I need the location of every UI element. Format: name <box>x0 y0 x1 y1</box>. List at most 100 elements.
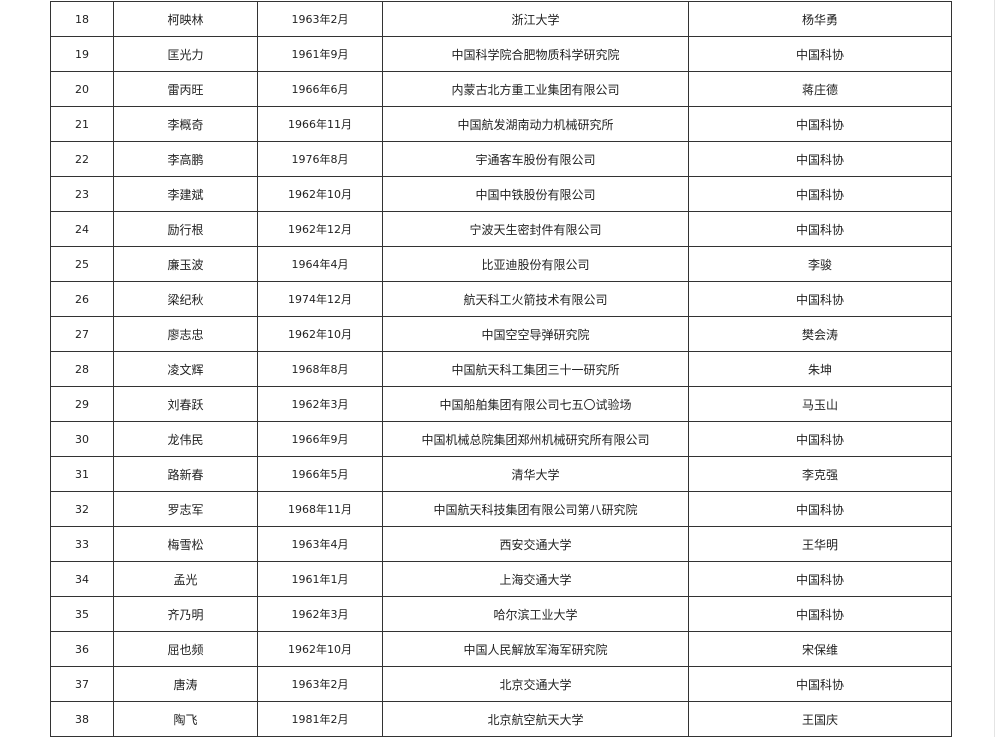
nominator-cell: 朱坤 <box>688 351 952 387</box>
candidate-name-cell: 齐乃明 <box>113 596 258 632</box>
table-row: 38 陶飞 1981年2月 北京航空航天大学 王国庆 <box>50 701 952 737</box>
birth-date-cell: 1968年11月 <box>257 491 383 527</box>
birth-date-cell: 1963年2月 <box>257 1 383 37</box>
nominator-cell: 中国科协 <box>688 421 952 457</box>
birth-date-cell: 1964年4月 <box>257 246 383 282</box>
birth-date-cell: 1961年1月 <box>257 561 383 597</box>
organization-cell: 宇通客车股份有限公司 <box>382 141 689 177</box>
row-number-cell: 31 <box>50 456 114 492</box>
table-row: 31 路新春 1966年5月 清华大学 李克强 <box>50 456 952 492</box>
candidate-name-cell: 李概奇 <box>113 106 258 142</box>
candidate-name-cell: 梅雪松 <box>113 526 258 562</box>
candidate-name-cell: 刘春跃 <box>113 386 258 422</box>
birth-date-cell: 1962年10月 <box>257 631 383 667</box>
organization-cell: 上海交通大学 <box>382 561 689 597</box>
row-number-cell: 32 <box>50 491 114 527</box>
table-row: 30 龙伟民 1966年9月 中国机械总院集团郑州机械研究所有限公司 中国科协 <box>50 421 952 457</box>
row-number-cell: 35 <box>50 596 114 632</box>
table-row: 28 凌文辉 1968年8月 中国航天科工集团三十一研究所 朱坤 <box>50 351 952 387</box>
nominator-cell: 中国科协 <box>688 176 952 212</box>
table-row: 33 梅雪松 1963年4月 西安交通大学 王华明 <box>50 526 952 562</box>
organization-cell: 比亚迪股份有限公司 <box>382 246 689 282</box>
row-number-cell: 37 <box>50 666 114 702</box>
table-row: 35 齐乃明 1962年3月 哈尔滨工业大学 中国科协 <box>50 596 952 632</box>
candidate-name-cell: 龙伟民 <box>113 421 258 457</box>
organization-cell: 中国航天科技集团有限公司第八研究院 <box>382 491 689 527</box>
organization-cell: 西安交通大学 <box>382 526 689 562</box>
candidate-name-cell: 陶飞 <box>113 701 258 737</box>
row-number-cell: 23 <box>50 176 114 212</box>
organization-cell: 中国人民解放军海军研究院 <box>382 631 689 667</box>
row-number-cell: 30 <box>50 421 114 457</box>
nominator-cell: 中国科协 <box>688 491 952 527</box>
table-row: 37 唐涛 1963年2月 北京交通大学 中国科协 <box>50 666 952 702</box>
organization-cell: 中国空空导弹研究院 <box>382 316 689 352</box>
candidate-table: 18 柯映林 1963年2月 浙江大学 杨华勇 19 匡光力 1961年9月 中国科学院合肥物质… <box>50 1 952 737</box>
row-number-cell: 24 <box>50 211 114 247</box>
row-number-cell: 27 <box>50 316 114 352</box>
organization-cell: 内蒙古北方重工业集团有限公司 <box>382 71 689 107</box>
candidate-name-cell: 梁纪秋 <box>113 281 258 317</box>
candidate-name-cell: 唐涛 <box>113 666 258 702</box>
row-number-cell: 22 <box>50 141 114 177</box>
birth-date-cell: 1963年4月 <box>257 526 383 562</box>
nominator-cell: 中国科协 <box>688 561 952 597</box>
organization-cell: 中国船舶集团有限公司七五〇试验场 <box>382 386 689 422</box>
table-row: 18 柯映林 1963年2月 浙江大学 杨华勇 <box>50 1 952 37</box>
row-number-cell: 34 <box>50 561 114 597</box>
table-row: 21 李概奇 1966年11月 中国航发湖南动力机械研究所 中国科协 <box>50 106 952 142</box>
candidate-name-cell: 柯映林 <box>113 1 258 37</box>
candidate-name-cell: 励行根 <box>113 211 258 247</box>
table-row: 23 李建斌 1962年10月 中国中铁股份有限公司 中国科协 <box>50 176 952 212</box>
birth-date-cell: 1962年10月 <box>257 316 383 352</box>
organization-cell: 清华大学 <box>382 456 689 492</box>
table-row: 24 励行根 1962年12月 宁波天生密封件有限公司 中国科协 <box>50 211 952 247</box>
organization-cell: 中国中铁股份有限公司 <box>382 176 689 212</box>
candidate-name-cell: 罗志军 <box>113 491 258 527</box>
nominator-cell: 李骏 <box>688 246 952 282</box>
birth-date-cell: 1962年10月 <box>257 176 383 212</box>
nominator-cell: 王国庆 <box>688 701 952 737</box>
nominator-cell: 王华明 <box>688 526 952 562</box>
organization-cell: 浙江大学 <box>382 1 689 37</box>
candidate-name-cell: 匡光力 <box>113 36 258 72</box>
birth-date-cell: 1962年3月 <box>257 596 383 632</box>
organization-cell: 北京航空航天大学 <box>382 701 689 737</box>
candidate-name-cell: 路新春 <box>113 456 258 492</box>
birth-date-cell: 1962年3月 <box>257 386 383 422</box>
row-number-cell: 29 <box>50 386 114 422</box>
table-row: 34 孟光 1961年1月 上海交通大学 中国科协 <box>50 561 952 597</box>
candidate-name-cell: 屈也频 <box>113 631 258 667</box>
candidate-name-cell: 李建斌 <box>113 176 258 212</box>
candidate-name-cell: 李高鹏 <box>113 141 258 177</box>
organization-cell: 宁波天生密封件有限公司 <box>382 211 689 247</box>
nominator-cell: 中国科协 <box>688 596 952 632</box>
table-row: 22 李高鹏 1976年8月 宇通客车股份有限公司 中国科协 <box>50 141 952 177</box>
nominator-cell: 中国科协 <box>688 36 952 72</box>
birth-date-cell: 1974年12月 <box>257 281 383 317</box>
table-row: 20 雷丙旺 1966年6月 内蒙古北方重工业集团有限公司 蒋庄德 <box>50 71 952 107</box>
nominator-cell: 中国科协 <box>688 141 952 177</box>
candidate-name-cell: 雷丙旺 <box>113 71 258 107</box>
organization-cell: 航天科工火箭技术有限公司 <box>382 281 689 317</box>
table-row: 36 屈也频 1962年10月 中国人民解放军海军研究院 宋保维 <box>50 631 952 667</box>
birth-date-cell: 1966年6月 <box>257 71 383 107</box>
row-number-cell: 33 <box>50 526 114 562</box>
row-number-cell: 26 <box>50 281 114 317</box>
nominator-cell: 中国科协 <box>688 281 952 317</box>
table-row: 25 廉玉波 1964年4月 比亚迪股份有限公司 李骏 <box>50 246 952 282</box>
organization-cell: 哈尔滨工业大学 <box>382 596 689 632</box>
birth-date-cell: 1966年11月 <box>257 106 383 142</box>
row-number-cell: 21 <box>50 106 114 142</box>
nominator-cell: 中国科协 <box>688 106 952 142</box>
birth-date-cell: 1963年2月 <box>257 666 383 702</box>
organization-cell: 中国航天科工集团三十一研究所 <box>382 351 689 387</box>
table-row: 32 罗志军 1968年11月 中国航天科技集团有限公司第八研究院 中国科协 <box>50 491 952 527</box>
row-number-cell: 25 <box>50 246 114 282</box>
birth-date-cell: 1968年8月 <box>257 351 383 387</box>
nominator-cell: 蒋庄德 <box>688 71 952 107</box>
row-number-cell: 20 <box>50 71 114 107</box>
candidate-name-cell: 廖志忠 <box>113 316 258 352</box>
organization-cell: 中国科学院合肥物质科学研究院 <box>382 36 689 72</box>
table-row: 26 梁纪秋 1974年12月 航天科工火箭技术有限公司 中国科协 <box>50 281 952 317</box>
